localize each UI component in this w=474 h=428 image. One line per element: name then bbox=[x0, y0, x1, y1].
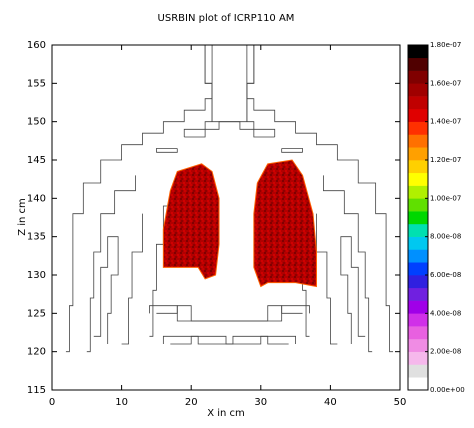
x-tick-label: 50 bbox=[394, 397, 407, 408]
colorbar-band bbox=[408, 172, 428, 186]
colorbar-band bbox=[408, 83, 428, 97]
colorbar-band bbox=[408, 57, 428, 71]
anatomy-outline bbox=[162, 335, 289, 345]
colorbar-band bbox=[408, 326, 428, 340]
colorbar-band bbox=[408, 70, 428, 84]
colorbar-band bbox=[408, 287, 428, 301]
dose-region bbox=[253, 159, 317, 288]
colorbar-band bbox=[408, 223, 428, 237]
y-tick-label: 160 bbox=[27, 40, 46, 51]
anatomy-outline bbox=[149, 305, 303, 322]
colorbar-tick-label: 1.60e-07 bbox=[430, 79, 461, 87]
anatomy-outline bbox=[316, 213, 338, 345]
x-tick-label: 30 bbox=[254, 397, 267, 408]
x-tick-label: 10 bbox=[115, 397, 128, 408]
plot-area: 0 10 20 30 40 50 115 120 125 130 135 140 145 150 155 16… bbox=[27, 40, 406, 408]
colorbar-tick-label: 1.80e-07 bbox=[430, 41, 461, 49]
anatomy-outline bbox=[156, 148, 178, 153]
anatomy-outline bbox=[86, 175, 136, 353]
colorbar-tick-label: 1.20e-07 bbox=[430, 156, 461, 164]
y-tick-label: 140 bbox=[27, 193, 46, 204]
y-tick-label: 120 bbox=[27, 347, 46, 358]
x-tick-label: 0 bbox=[49, 397, 55, 408]
colorbar-band bbox=[408, 96, 428, 110]
colorbar-tick-label: 0.00e+00 bbox=[430, 386, 465, 394]
colorbar-band bbox=[408, 211, 428, 225]
colorbar-tick-label: 8.00e-08 bbox=[430, 233, 461, 241]
anatomy-outline bbox=[281, 148, 303, 153]
y-tick-label: 145 bbox=[27, 155, 46, 166]
x-tick-label: 20 bbox=[185, 397, 198, 408]
colorbar-band bbox=[408, 121, 428, 135]
anatomy-outline bbox=[323, 175, 373, 353]
colorbar-frame bbox=[407, 44, 429, 391]
chart-title: USRBIN plot of ICRP110 AM bbox=[158, 13, 295, 24]
plot-frame bbox=[51, 44, 401, 391]
colorbar-band bbox=[408, 160, 428, 174]
colorbar-band bbox=[408, 249, 428, 263]
x-axis-label: X in cm bbox=[207, 408, 245, 419]
anatomy-outline bbox=[204, 45, 213, 122]
colorbar-band bbox=[408, 262, 428, 276]
colorbar-band bbox=[408, 275, 428, 289]
colorbar-band bbox=[408, 338, 428, 352]
dose-region bbox=[162, 163, 220, 280]
colorbar-band bbox=[408, 364, 428, 378]
colorbar-tick-label: 1.40e-07 bbox=[430, 118, 461, 126]
anatomy-outline bbox=[281, 148, 303, 153]
anatomy-outline bbox=[93, 236, 119, 344]
anatomy-outline bbox=[246, 45, 255, 122]
colorbar-band bbox=[408, 108, 428, 122]
y-tick-label: 155 bbox=[27, 78, 46, 89]
anatomy-outline bbox=[246, 45, 394, 353]
y-axis-label: Z in cm bbox=[17, 198, 28, 236]
colorbar-band bbox=[408, 147, 428, 161]
colorbar: 0.00e+00 2.00e-08 4.00e-08 6.00e-08 8.00e-08… bbox=[407, 41, 465, 394]
y-tick-label: 115 bbox=[27, 385, 46, 396]
anatomy-outline bbox=[183, 121, 275, 138]
y-tick-label: 150 bbox=[27, 117, 46, 128]
colorbar-tick-label: 6.00e-08 bbox=[430, 271, 461, 279]
colorbar-band bbox=[408, 377, 428, 391]
colorbar-band bbox=[408, 300, 428, 314]
anatomy-outline bbox=[121, 213, 143, 345]
colorbar-band bbox=[408, 351, 428, 365]
y-tick-label: 125 bbox=[27, 308, 46, 319]
anatomy-outline bbox=[65, 45, 213, 353]
colorbar-band bbox=[408, 45, 428, 59]
colorbar-tick-label: 4.00e-08 bbox=[430, 309, 461, 317]
colorbar-band bbox=[408, 198, 428, 212]
y-tick-label: 130 bbox=[27, 270, 46, 281]
colorbar-band bbox=[408, 185, 428, 199]
colorbar-tick-label: 2.00e-08 bbox=[430, 348, 461, 356]
colorbar-band bbox=[408, 134, 428, 148]
y-tick-label: 135 bbox=[27, 232, 46, 243]
anatomy-outline bbox=[340, 236, 366, 344]
colorbar-band bbox=[408, 236, 428, 250]
x-tick-label: 40 bbox=[324, 397, 337, 408]
anatomy-outline bbox=[156, 148, 178, 153]
colorbar-tick-label: 1.00e-07 bbox=[430, 194, 461, 202]
colorbar-band bbox=[408, 313, 428, 327]
